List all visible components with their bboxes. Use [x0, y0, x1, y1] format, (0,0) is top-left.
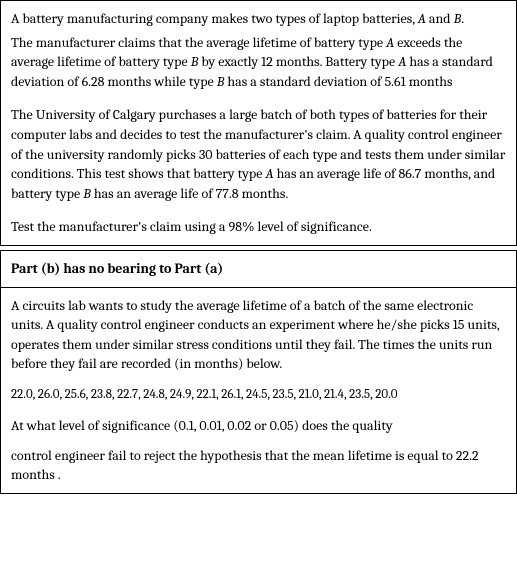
text: by exactly 12 months. Battery type: [198, 53, 398, 70]
text: .: [461, 10, 464, 27]
part-b-p3: control engineer fail to reject the hypo…: [11, 446, 506, 485]
variable-a: A: [418, 10, 426, 27]
part-b-p1: A circuits lab wants to study the averag…: [11, 296, 506, 374]
text: The manufacturer claims that the average…: [11, 34, 386, 51]
text: has a standard deviation of 5.61 months: [224, 73, 452, 90]
text: and: [426, 10, 454, 27]
part-a-box: A battery manufacturing company makes tw…: [0, 0, 517, 246]
part-a-p1: A battery manufacturing company makes tw…: [11, 9, 506, 29]
variable-b: B: [83, 185, 91, 202]
part-a-p2: The manufacturer claims that the average…: [11, 33, 506, 92]
part-b-p2: At what level of significance (0.1, 0.01…: [11, 416, 506, 436]
variable-a: A: [265, 165, 273, 182]
text: has an average life of 77.8 months.: [91, 185, 288, 202]
part-b-data: 22.0, 26.0, 25.6, 23.8, 22.7, 24.8, 24.9…: [11, 386, 506, 404]
part-b-heading-box: Part (b) has no bearing to Part (a): [0, 250, 517, 288]
text: A battery manufacturing company makes tw…: [11, 10, 418, 27]
part-a-p4: Test the manufacturer's claim using a 98…: [11, 217, 506, 237]
part-b-heading: Part (b) has no bearing to Part (a): [11, 260, 223, 277]
variable-a: A: [386, 34, 394, 51]
part-b-box: A circuits lab wants to study the averag…: [0, 288, 517, 494]
part-a-p3: The University of Calgary purchases a la…: [11, 105, 506, 203]
